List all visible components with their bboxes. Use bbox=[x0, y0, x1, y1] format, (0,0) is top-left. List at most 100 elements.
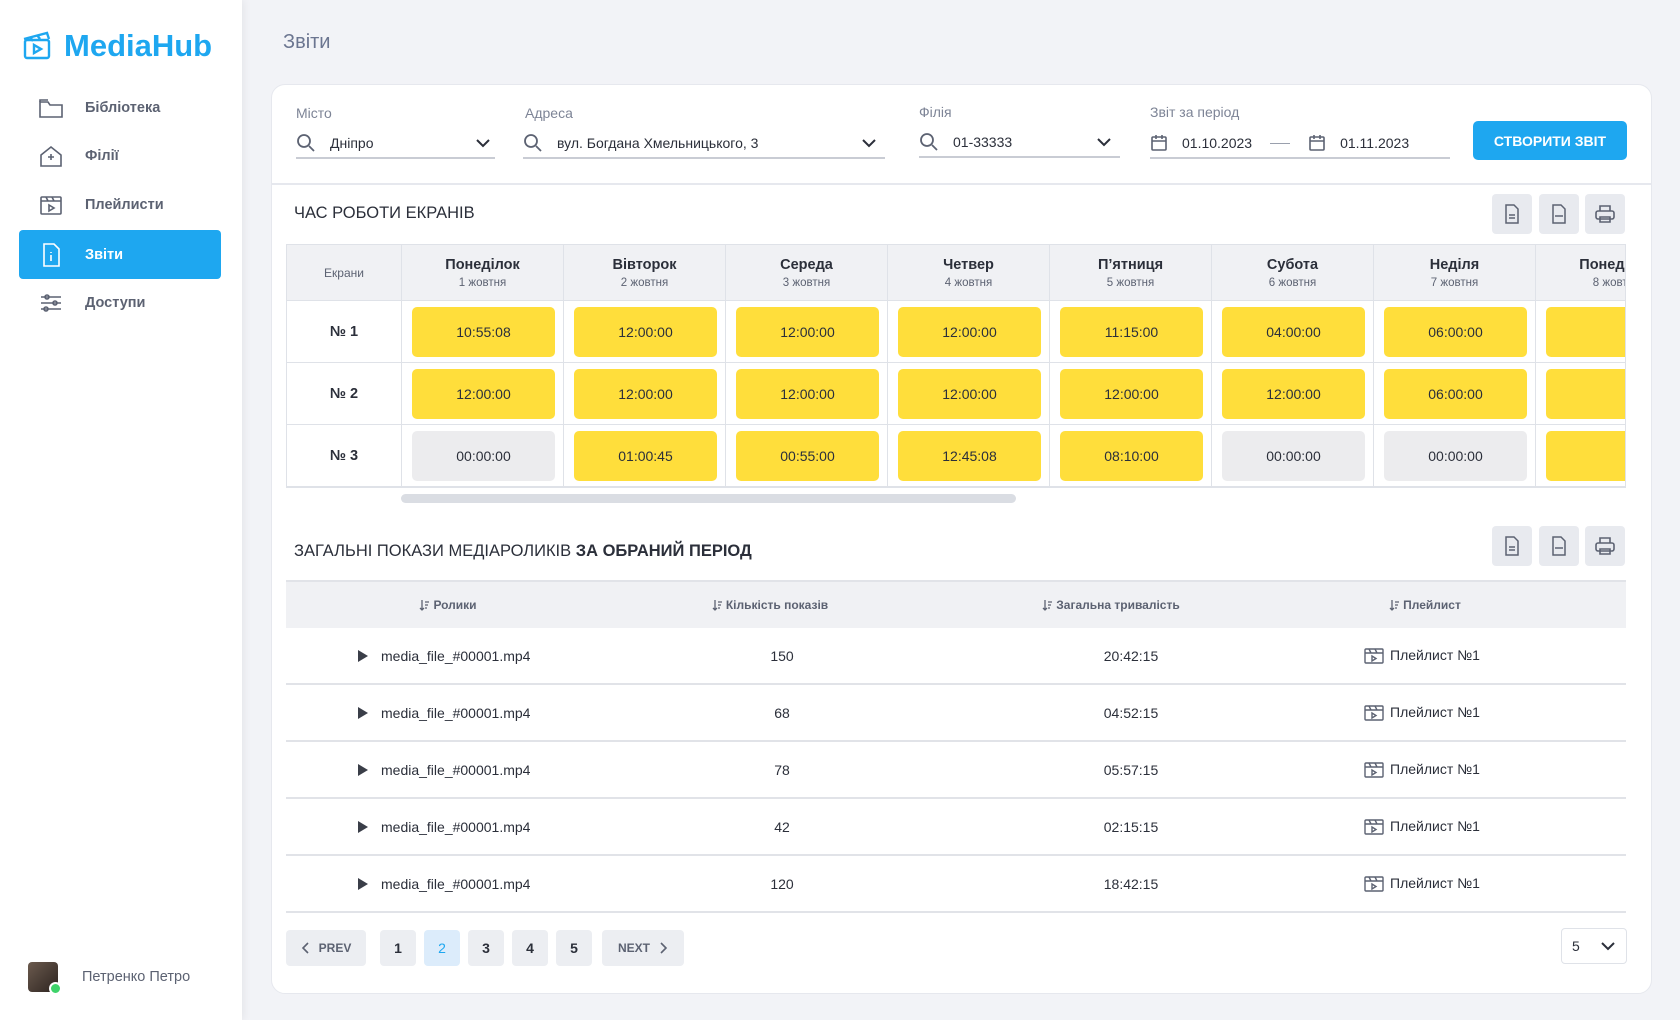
next-button[interactable]: NEXT bbox=[602, 930, 684, 966]
duration-cell bbox=[1546, 431, 1626, 481]
duration-cell: 11:15:00 bbox=[1060, 307, 1203, 357]
nav-item[interactable]: Філії bbox=[19, 131, 221, 180]
duration-cell: 00:00:00 bbox=[412, 431, 555, 481]
playlist-cell[interactable]: Плейлист №1 bbox=[1364, 817, 1480, 835]
title-bold: ЗА ОБРАНИЙ ПЕРІОД bbox=[576, 542, 752, 560]
file-cell[interactable]: media_file_#00001.mp4 bbox=[357, 705, 530, 721]
page-size-select[interactable]: 5 bbox=[1561, 928, 1627, 964]
duration-cell: 00:00:00 bbox=[1384, 431, 1527, 481]
export-csv[interactable] bbox=[1539, 194, 1579, 234]
total-duration: 05:57:15 bbox=[1081, 762, 1181, 778]
address-select[interactable]: вул. Богдана Хмельницького, 3 bbox=[523, 129, 885, 159]
file-cell[interactable]: media_file_#00001.mp4 bbox=[357, 876, 530, 892]
playlist-cell[interactable]: Плейлист №1 bbox=[1364, 703, 1480, 721]
column-label: Кількість показів bbox=[726, 598, 828, 612]
duration-cell: 12:00:00 bbox=[574, 307, 717, 357]
day-header: П’ятниця5 жовтня bbox=[1050, 245, 1212, 301]
page-button[interactable]: 3 bbox=[468, 930, 504, 966]
day-header: Середа 3 жовтня bbox=[726, 245, 888, 301]
create-report-button[interactable]: СТВОРИТИ ЗВІТ bbox=[1473, 121, 1627, 160]
playlist-name: Плейлист №1 bbox=[1390, 818, 1480, 834]
brand-name: MediaHub bbox=[64, 28, 212, 64]
day-header: Понеділок1 жовтня bbox=[402, 245, 564, 301]
sort-header[interactable]: Загальна тривалість bbox=[1041, 598, 1181, 612]
file-cell[interactable]: media_file_#00001.mp4 bbox=[357, 819, 530, 835]
playlist-name: Плейлист №1 bbox=[1390, 647, 1480, 663]
export-csv[interactable] bbox=[1539, 526, 1579, 566]
shows-row: media_file_#00001.mp44202:15:15Плейлист … bbox=[286, 799, 1626, 856]
day-date: 2 жовтня bbox=[621, 277, 668, 289]
day-name: Четвер bbox=[943, 257, 994, 273]
sidebar: MediaHub Петренко Петро Бібліотека Філії П… bbox=[0, 0, 242, 1020]
screen-label: № 3 bbox=[287, 425, 402, 487]
print[interactable] bbox=[1585, 526, 1625, 566]
total-duration: 18:42:15 bbox=[1081, 876, 1181, 892]
nav-item[interactable]: Бібліотека bbox=[19, 83, 221, 132]
page-title: Звіти bbox=[283, 31, 330, 54]
day-name: П’ятниця bbox=[1098, 257, 1163, 273]
nav-label: Звіти bbox=[85, 247, 123, 263]
sort-header[interactable]: Ролики bbox=[378, 598, 518, 612]
city-select[interactable]: Дніпро bbox=[296, 129, 495, 159]
duration-cell: 12:45:08 bbox=[898, 431, 1041, 481]
total-duration: 02:15:15 bbox=[1081, 819, 1181, 835]
day-name: Вівторок bbox=[613, 257, 677, 273]
nav-item[interactable]: Звіти bbox=[19, 230, 221, 279]
branch-select[interactable]: 01-33333 bbox=[919, 128, 1120, 158]
playlist-cell[interactable]: Плейлист №1 bbox=[1364, 760, 1480, 778]
day-date: 3 жовтня bbox=[783, 277, 830, 289]
sort-header[interactable]: Кількість показів bbox=[700, 598, 840, 612]
sort-header[interactable]: Плейлист bbox=[1355, 598, 1495, 612]
day-name: Середа bbox=[780, 257, 833, 273]
select-value: вул. Богдана Хмельницького, 3 bbox=[557, 135, 758, 151]
period-picker[interactable]: 01.10.2023 01.11.2023 bbox=[1150, 129, 1450, 159]
logo[interactable]: MediaHub bbox=[22, 28, 212, 64]
day-name: Неділя bbox=[1430, 257, 1479, 273]
nav-item[interactable]: Плейлисти bbox=[19, 180, 221, 229]
prev-button[interactable]: PREV bbox=[286, 930, 366, 966]
divider bbox=[272, 183, 1651, 185]
duration-cell bbox=[1546, 369, 1626, 419]
day-name: Понеділок bbox=[1579, 257, 1626, 273]
print[interactable] bbox=[1585, 194, 1625, 234]
column-label: Ролики bbox=[433, 598, 476, 612]
day-date: 7 жовтня bbox=[1431, 277, 1478, 289]
scrollbar[interactable] bbox=[401, 494, 1016, 503]
nav-label: Філії bbox=[85, 148, 119, 164]
nav-label: Доступи bbox=[85, 295, 145, 311]
page-button[interactable]: 1 bbox=[380, 930, 416, 966]
shows-table-header: Ролики Кількість показів Загальна триваліс… bbox=[286, 580, 1626, 628]
export-pdf[interactable] bbox=[1492, 194, 1532, 234]
file-name: media_file_#00001.mp4 bbox=[381, 762, 530, 778]
duration-cell: 04:00:00 bbox=[1222, 307, 1365, 357]
playlist-cell[interactable]: Плейлист №1 bbox=[1364, 874, 1480, 892]
user-profile[interactable]: Петренко Петро bbox=[28, 962, 190, 992]
duration-cell: 00:55:00 bbox=[736, 431, 879, 481]
page-button[interactable]: 5 bbox=[556, 930, 592, 966]
playlist-name: Плейлист №1 bbox=[1390, 761, 1480, 777]
file-cell[interactable]: media_file_#00001.mp4 bbox=[357, 762, 530, 778]
nav-item[interactable]: Доступи bbox=[19, 278, 221, 327]
playlist-cell[interactable]: Плейлист №1 bbox=[1364, 646, 1480, 664]
duration-cell: 10:55:08 bbox=[412, 307, 555, 357]
select-value: 01-33333 bbox=[953, 134, 1012, 150]
duration-cell: 12:00:00 bbox=[898, 369, 1041, 419]
page-button[interactable]: 4 bbox=[512, 930, 548, 966]
screen-label: № 2 bbox=[287, 363, 402, 425]
shows-row: media_file_#00001.mp46804:52:15Плейлист … bbox=[286, 685, 1626, 742]
playlist-name: Плейлист №1 bbox=[1390, 704, 1480, 720]
duration-cell: 12:00:00 bbox=[736, 369, 879, 419]
export-pdf[interactable] bbox=[1492, 526, 1532, 566]
date-from: 01.10.2023 bbox=[1182, 135, 1252, 151]
file-cell[interactable]: media_file_#00001.mp4 bbox=[357, 648, 530, 664]
page-button[interactable]: 2 bbox=[424, 930, 460, 966]
duration-cell: 06:00:00 bbox=[1384, 307, 1527, 357]
filter-label: Місто bbox=[296, 105, 332, 121]
file-name: media_file_#00001.mp4 bbox=[381, 819, 530, 835]
duration-cell: 12:00:00 bbox=[736, 307, 879, 357]
file-name: media_file_#00001.mp4 bbox=[381, 876, 530, 892]
duration-cell: 00:00:00 bbox=[1222, 431, 1365, 481]
screens-table: ЕкраниПонеділок1 жовтняВівторок2 жовтняС… bbox=[286, 244, 1626, 488]
duration-cell: 06:00:00 bbox=[1384, 369, 1527, 419]
